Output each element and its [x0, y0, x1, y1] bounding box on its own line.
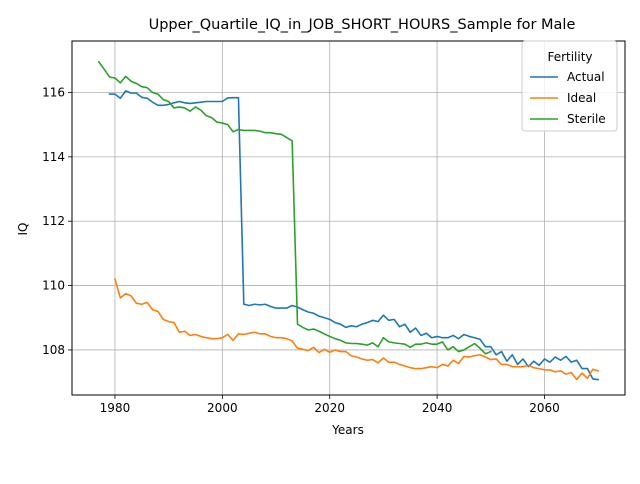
legend: Fertility Actual Ideal Sterile: [522, 41, 617, 131]
x-tick-label: 1980: [100, 401, 131, 415]
y-tick-label: 110: [42, 279, 65, 293]
chart-title: Upper_Quartile_IQ_in_JOB_SHORT_HOURS_Sam…: [149, 17, 576, 33]
legend-label: Actual: [567, 70, 605, 84]
y-tick-label: 108: [42, 343, 65, 357]
legend-title: Fertility: [547, 50, 592, 64]
x-tick-label: 2040: [422, 401, 453, 415]
legend-label: Ideal: [567, 91, 596, 105]
y-tick-label: 116: [42, 85, 65, 99]
legend-label: Sterile: [567, 112, 606, 126]
x-tick-label: 2060: [529, 401, 560, 415]
y-tick-label: 114: [42, 150, 65, 164]
y-tick-label: 112: [42, 214, 65, 228]
x-tick-label: 2000: [207, 401, 238, 415]
y-axis-label: IQ: [16, 223, 30, 236]
x-tick-label: 2020: [314, 401, 345, 415]
x-axis-label: Years: [331, 423, 364, 437]
